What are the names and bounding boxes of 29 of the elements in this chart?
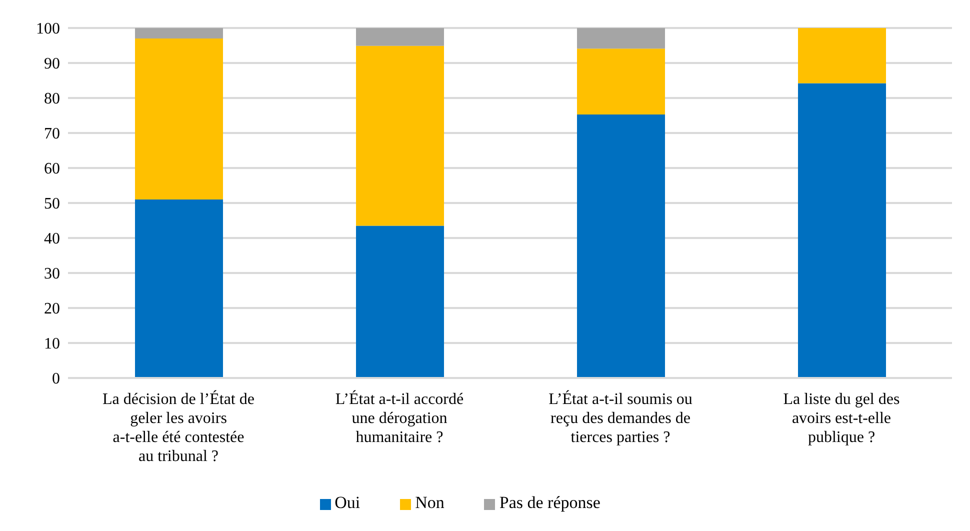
- legend-label: Pas de réponse: [499, 493, 600, 512]
- bar: [135, 200, 223, 378]
- x-tick-label: L’État a-t-il soumis ou reçu des demandes de tierces parties ?: [548, 390, 692, 446]
- y-tick-label: 80: [44, 90, 60, 108]
- bar: [577, 28, 665, 49]
- x-tick-label: La liste du gel des avoirs est-t-elle publique ?: [783, 391, 900, 446]
- y-tick-label: 60: [44, 160, 60, 178]
- legend-label: Non: [415, 493, 444, 512]
- bar: [356, 28, 444, 46]
- bar: [356, 226, 444, 378]
- y-tick-label: 90: [44, 56, 60, 73]
- legend-label: Oui: [334, 493, 360, 512]
- bar: [135, 28, 223, 38]
- y-tick-label: 20: [44, 300, 60, 318]
- y-tick-label: 10: [44, 336, 60, 353]
- y-tick-label: 0: [52, 370, 60, 388]
- y-tick-label: 30: [44, 266, 60, 283]
- y-tick-label: 70: [44, 126, 60, 143]
- x-tick-label: L’État a-t-il accordé une dérogation humanitaire ?: [335, 390, 464, 446]
- bar: [798, 28, 886, 84]
- bar: [577, 48, 665, 114]
- bar: [135, 38, 223, 200]
- bar: [798, 83, 886, 378]
- y-tick-label: 40: [44, 230, 60, 248]
- y-tick-label: 100: [36, 20, 60, 38]
- x-tick-label: La décision de l’État de geler les avoirs a-t-elle été contestée au tribunal ?: [102, 390, 254, 465]
- bar: [356, 46, 444, 226]
- y-tick-label: 50: [44, 196, 60, 213]
- bar: [577, 114, 665, 378]
